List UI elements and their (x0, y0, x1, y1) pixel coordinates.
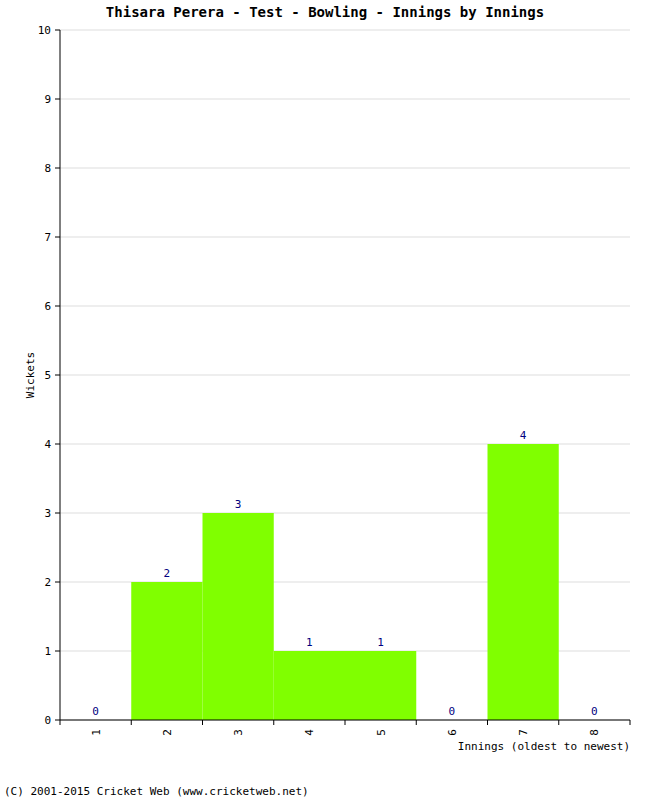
y-tick-label: 7 (44, 231, 51, 244)
x-tick-label: 8 (588, 729, 601, 736)
grid-line (60, 237, 630, 238)
chart: Thisara Perera - Test - Bowling - Inning… (0, 0, 650, 800)
bar (131, 582, 202, 720)
y-tick-label: 9 (44, 93, 51, 106)
y-tick-label: 6 (44, 300, 51, 313)
x-tick (558, 720, 559, 725)
y-tick-label: 8 (44, 162, 51, 175)
x-tick (345, 720, 346, 725)
data-label: 0 (449, 705, 456, 718)
x-tick-label: 5 (375, 729, 388, 736)
y-tick (55, 168, 60, 169)
y-tick-label: 0 (44, 714, 51, 727)
y-tick-label: 3 (44, 507, 51, 520)
y-tick (55, 720, 60, 721)
y-tick (55, 444, 60, 445)
x-tick-label: 1 (90, 729, 103, 736)
y-tick-label: 4 (44, 438, 51, 451)
x-tick-label: 3 (232, 729, 245, 736)
data-label: 1 (306, 636, 313, 649)
credit: (C) 2001-2015 Cricket Web (www.cricketwe… (4, 785, 309, 798)
y-tick (55, 30, 60, 31)
y-axis (60, 30, 61, 720)
y-tick (55, 651, 60, 652)
grid-line (60, 306, 630, 307)
x-tick (273, 720, 274, 725)
grid-line (60, 375, 630, 376)
x-tick (416, 720, 417, 725)
x-tick-label: 2 (161, 729, 174, 736)
x-tick (630, 720, 631, 725)
grid-line (60, 168, 630, 169)
x-tick-label: 7 (517, 729, 530, 736)
data-label: 4 (520, 429, 527, 442)
y-tick (55, 306, 60, 307)
x-tick (202, 720, 203, 725)
title: Thisara Perera - Test - Bowling - Inning… (106, 4, 544, 20)
data-label: 3 (235, 498, 242, 511)
bar (203, 513, 274, 720)
y-axis-label: Wickets (24, 352, 37, 398)
bar (274, 651, 345, 720)
x-tick-label: 6 (446, 729, 459, 736)
y-tick (55, 582, 60, 583)
x-axis-label: Innings (oldest to newest) (458, 740, 630, 753)
data-label: 0 (591, 705, 598, 718)
grid-line (60, 99, 630, 100)
y-tick (55, 237, 60, 238)
y-tick-label: 1 (44, 645, 51, 658)
y-tick (55, 99, 60, 100)
x-tick (60, 720, 61, 725)
y-tick (55, 513, 60, 514)
bars (131, 444, 559, 720)
x-tick (487, 720, 488, 725)
data-label: 2 (164, 567, 171, 580)
y-tick (55, 375, 60, 376)
x-tick (131, 720, 132, 725)
data-label: 1 (377, 636, 384, 649)
bar (345, 651, 416, 720)
bar (488, 444, 559, 720)
background (0, 0, 650, 800)
grid-line (60, 30, 630, 31)
x-tick-label: 4 (303, 729, 316, 736)
y-tick-label: 10 (38, 24, 51, 37)
y-tick-label: 5 (44, 369, 51, 382)
data-label: 0 (92, 705, 99, 718)
y-tick-label: 2 (44, 576, 51, 589)
